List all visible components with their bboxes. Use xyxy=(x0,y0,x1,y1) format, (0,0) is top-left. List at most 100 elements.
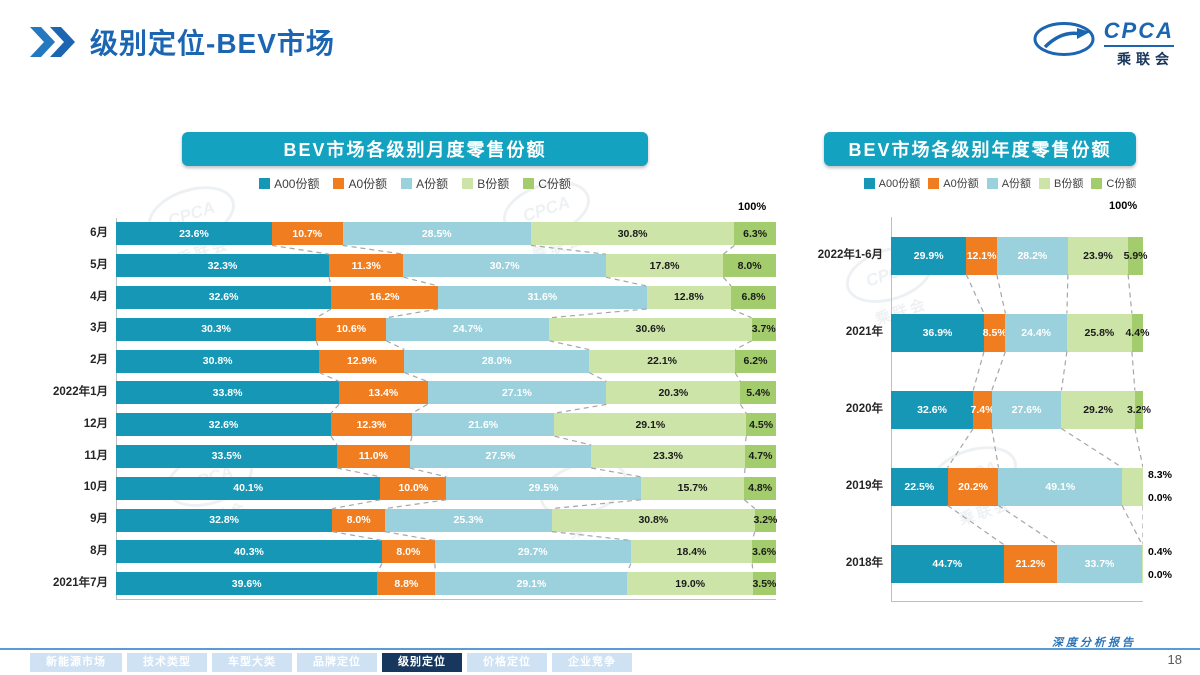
bar-value-label: 19.0% xyxy=(675,577,706,590)
bar-value-label: 23.3% xyxy=(653,450,683,463)
logo-abbr: CPCA xyxy=(1103,18,1174,47)
footer-tab-0[interactable]: 新能源市场 xyxy=(30,653,122,672)
bar-segment-a: 29.1% xyxy=(435,572,628,596)
bar-segment-a00: 32.8% xyxy=(116,508,333,532)
cpca-logo: CPCA 乘联会 xyxy=(1032,18,1174,69)
chart-row: 2019年 22.5% 20.2% 49.1% 8.3% 0.0% xyxy=(815,448,1185,525)
row-label: 2021年 xyxy=(845,326,883,338)
bar-value-label: 8.3% xyxy=(1148,468,1172,481)
bar-value-label: 24.7% xyxy=(452,323,483,336)
legend-label: B份额 xyxy=(1054,178,1084,190)
bar-segment-a00: 40.1% xyxy=(116,476,381,500)
legend-swatch-b xyxy=(462,178,474,189)
bar-value-label: 30.8% xyxy=(638,514,669,527)
bar-segment-b: 29.1% xyxy=(554,413,747,437)
footer-tab-1[interactable]: 技术类型 xyxy=(127,653,207,672)
footer-tab-6[interactable]: 企业竞争 xyxy=(552,653,632,672)
page-title: 级别定位-BEV市场 xyxy=(90,28,335,59)
bar-value-label: 30.8% xyxy=(617,227,648,240)
report-type-label: 深度分析报告 xyxy=(1052,637,1136,649)
bar-value-label: 0.0% xyxy=(1148,568,1172,581)
stacked-bar: 40.3% 8.0% 29.7% 18.4% 3.6% xyxy=(116,540,776,564)
legend-item-a: A份额 xyxy=(986,175,1031,191)
bar-value-label: 22.1% xyxy=(647,355,677,368)
bar-value-label: 24.4% xyxy=(1021,326,1052,339)
legend-swatch-c xyxy=(523,178,535,189)
bar-value-label: 4.4% xyxy=(1125,326,1150,339)
bar-value-label: 11.3% xyxy=(351,259,381,272)
bar-segment-a00: 30.8% xyxy=(116,349,320,373)
bar-value-label: 12.9% xyxy=(346,355,377,368)
bar-value-label: 39.6% xyxy=(231,577,262,590)
bar-value-label: 30.7% xyxy=(489,259,520,272)
row-label: 2022年1-6月 xyxy=(817,249,883,261)
footer-tab-2[interactable]: 车型大类 xyxy=(212,653,292,672)
footer-divider-line xyxy=(0,648,1200,650)
legend-swatch-c xyxy=(1091,177,1103,189)
bar-value-label: 3.7% xyxy=(751,323,776,336)
bar-segment-b: 25.8% xyxy=(1066,313,1132,352)
chart-row: 5月 32.3% 11.3% 30.7% 17.8% 8.0% xyxy=(40,250,790,282)
chart-title-banner: BEV市场各级别年度零售份额 xyxy=(824,132,1136,166)
bar-value-label: 27.1% xyxy=(502,386,532,399)
footer-tab-3[interactable]: 品牌定位 xyxy=(297,653,377,672)
bar-segment-c: 3.5% xyxy=(752,572,776,596)
bar-value-label: 29.2% xyxy=(1083,403,1113,416)
bar-value-label: 23.6% xyxy=(179,227,209,240)
bar-segment-a: 21.6% xyxy=(412,413,555,437)
legend-label: A00份额 xyxy=(878,178,921,190)
bar-segment-a00: 39.6% xyxy=(116,572,378,596)
legend-label: A份额 xyxy=(416,177,449,191)
bar-value-label: 11.0% xyxy=(358,450,388,463)
monthly-share-chart-panel: BEV市场各级别月度零售份额 A00份额 A0份额 A份额 B份额 C份额 100% 6… xyxy=(40,132,790,600)
stacked-bar: 39.6% 8.8% 29.1% 19.0% 3.5% xyxy=(116,572,776,596)
stacked-bar: 29.9% 12.1% 28.2% 23.9% 5.9% xyxy=(891,236,1148,275)
footer-tab-5[interactable]: 价格定位 xyxy=(467,653,547,672)
row-label: 2020年 xyxy=(845,403,883,415)
bar-segment-c: 5.4% xyxy=(740,381,776,405)
bar-value-label: 33.8% xyxy=(212,386,243,399)
chart-row: 2018年 44.7% 21.2% 33.7% 0.4% 0.0% xyxy=(815,525,1185,602)
bar-segment-a: 27.5% xyxy=(409,444,592,468)
bar-segment-a0: 12.3% xyxy=(330,413,413,437)
footer-tab-4[interactable]: 级别定位 xyxy=(382,653,462,672)
stacked-bar: 32.6% 16.2% 31.6% 12.8% 6.8% xyxy=(116,285,776,309)
bar-segment-a0: 21.2% xyxy=(1003,544,1058,583)
bar-value-label: 8.0% xyxy=(396,545,421,558)
bar-segment-c: 3.2% xyxy=(753,508,777,532)
bar-value-label: 18.4% xyxy=(676,545,707,558)
bar-value-label: 10.7% xyxy=(292,227,323,240)
bar-segment-a00: 32.3% xyxy=(116,254,329,278)
bar-segment-a00: 36.9% xyxy=(891,313,984,352)
bar-segment-a0: 20.2% xyxy=(947,467,999,506)
stacked-bar: 32.6% 12.3% 21.6% 29.1% 4.5% xyxy=(116,413,776,437)
bar-value-label: 32.6% xyxy=(208,418,239,431)
bar-segment-a00: 30.3% xyxy=(116,317,317,341)
legend-item-a00: A00份额 xyxy=(863,175,921,191)
bar-segment-b: 12.8% xyxy=(646,285,732,309)
bar-value-label: 12.3% xyxy=(356,418,387,431)
bar-segment-b: 22.1% xyxy=(589,349,736,373)
bar-segment-a00: 23.6% xyxy=(116,222,272,246)
bar-segment-a0: 11.3% xyxy=(328,254,404,278)
bar-segment-c: 3.6% xyxy=(752,540,776,564)
bar-segment-a: 28.2% xyxy=(996,236,1068,275)
bar-segment-a: 31.6% xyxy=(438,285,647,309)
bar-segment-a: 25.3% xyxy=(384,508,552,532)
bar-segment-b: 18.4% xyxy=(630,540,753,564)
chart-legend: A00份额 A0份额 A份额 B份额 C份额 xyxy=(815,175,1185,191)
chart-title-banner: BEV市场各级别月度零售份额 xyxy=(182,132,648,166)
bar-value-label: 7.4% xyxy=(970,403,995,416)
bar-value-label: 32.6% xyxy=(208,291,239,304)
bar-value-label: 33.5% xyxy=(211,450,242,463)
double-chevron-icon xyxy=(30,27,75,57)
bar-value-label: 40.1% xyxy=(233,482,264,495)
bar-value-label: 29.9% xyxy=(913,249,944,262)
legend-label: A00份额 xyxy=(274,177,320,191)
bar-value-label: 27.5% xyxy=(485,450,516,463)
legend-item-a0: A0份额 xyxy=(928,175,979,191)
bar-segment-a: 24.4% xyxy=(1005,313,1067,352)
row-label: 11月 xyxy=(84,449,108,462)
bar-segment-a: 27.1% xyxy=(427,381,607,405)
bar-value-label: 25.8% xyxy=(1084,326,1115,339)
